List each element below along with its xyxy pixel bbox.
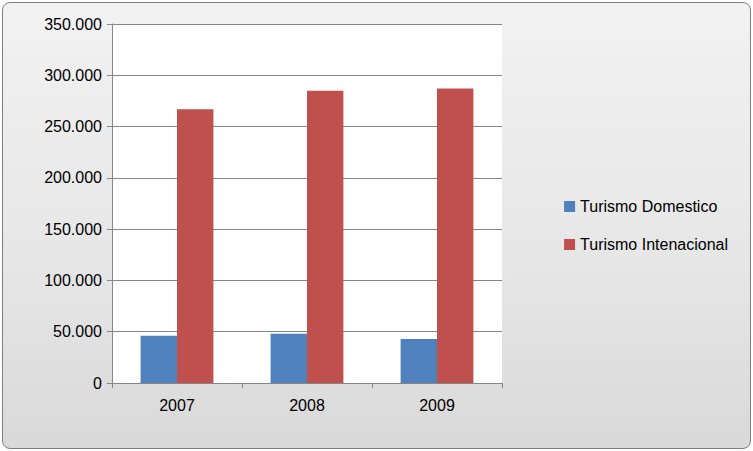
svg-text:2009: 2009 [419, 397, 455, 414]
svg-text:2008: 2008 [289, 397, 325, 414]
svg-text:300.000: 300.000 [44, 67, 102, 84]
svg-text:350.000: 350.000 [44, 16, 102, 33]
svg-text:Turismo Domestico: Turismo Domestico [580, 198, 717, 215]
svg-text:100.000: 100.000 [44, 272, 102, 289]
svg-text:200.000: 200.000 [44, 169, 102, 186]
svg-text:2007: 2007 [159, 397, 195, 414]
svg-text:0: 0 [93, 375, 102, 392]
svg-text:150.000: 150.000 [44, 221, 102, 238]
svg-text:Turismo Intenacional: Turismo Intenacional [580, 236, 728, 253]
svg-text:50.000: 50.000 [53, 323, 102, 340]
svg-text:250.000: 250.000 [44, 118, 102, 135]
